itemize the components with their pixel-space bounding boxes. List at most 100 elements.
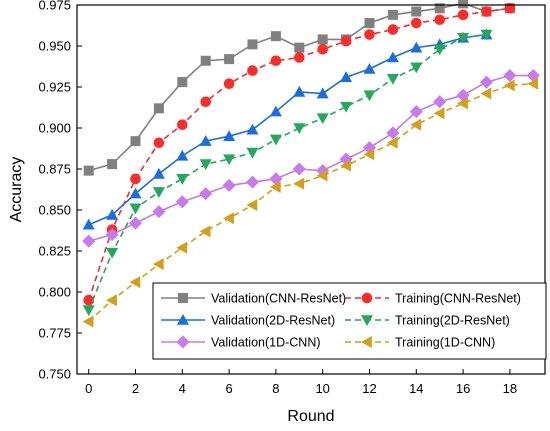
data-point <box>316 87 329 99</box>
data-point <box>107 159 118 170</box>
data-point <box>177 119 188 131</box>
legend-marker <box>361 315 373 326</box>
data-point <box>199 135 212 146</box>
data-point <box>222 178 236 192</box>
data-point <box>152 258 164 271</box>
data-point <box>457 9 469 21</box>
y-axis-title: Accuracy <box>8 157 25 223</box>
legend-marker <box>361 336 372 348</box>
data-point <box>106 208 119 220</box>
data-point <box>152 187 165 198</box>
data-point <box>175 195 189 209</box>
legend-item: Validation(CNN-ResNet) <box>161 292 346 306</box>
data-point <box>224 54 235 65</box>
data-point <box>269 134 282 146</box>
legend-item: Validation(1D-CNN) <box>161 335 321 350</box>
series-4 <box>82 69 540 248</box>
data-point <box>176 149 189 161</box>
y-tick-label: 0.975 <box>38 0 71 13</box>
data-point <box>246 175 259 189</box>
data-point <box>410 62 423 74</box>
data-point <box>247 65 258 76</box>
y-tick-label: 0.800 <box>38 285 71 300</box>
data-point <box>434 3 445 14</box>
data-point <box>177 77 188 88</box>
data-point <box>247 39 258 50</box>
data-point <box>481 6 492 17</box>
data-point <box>199 159 212 171</box>
data-point <box>223 130 236 141</box>
data-point <box>83 294 94 306</box>
data-point <box>411 17 422 29</box>
legend-item: Training(2D-ResNet) <box>345 314 510 328</box>
y-tick-label: 0.900 <box>38 121 71 136</box>
data-point <box>270 55 282 67</box>
data-point <box>363 148 375 161</box>
x-tick-label: 6 <box>225 381 232 396</box>
legend-item: Training(CNN-ResNet) <box>345 292 521 306</box>
data-point <box>294 42 305 53</box>
data-point <box>129 216 142 230</box>
series-3 <box>82 29 493 317</box>
data-point <box>105 228 119 242</box>
data-point <box>270 31 281 42</box>
data-point <box>223 154 236 166</box>
legend-label: Training(1D-CNN) <box>395 336 495 350</box>
data-point <box>153 137 165 149</box>
data-point <box>480 75 493 89</box>
data-point <box>129 187 142 199</box>
data-point <box>83 165 94 176</box>
data-point <box>363 90 376 102</box>
data-point <box>223 212 234 225</box>
data-point <box>386 51 399 63</box>
data-point <box>130 136 141 147</box>
data-point <box>152 167 165 179</box>
data-point <box>527 77 539 90</box>
data-point <box>411 6 422 17</box>
data-point <box>457 97 468 110</box>
data-point <box>387 9 398 20</box>
legend-marker <box>176 335 190 349</box>
data-point <box>386 74 399 85</box>
data-point <box>82 315 94 328</box>
data-point <box>200 96 211 108</box>
data-point <box>340 35 352 47</box>
data-point <box>223 78 235 90</box>
data-point <box>269 181 281 194</box>
data-point <box>199 225 211 238</box>
y-tick-label: 0.775 <box>38 326 71 341</box>
data-point <box>457 33 470 44</box>
legend-item: Training(1D-CNN) <box>345 336 495 350</box>
data-point <box>246 199 258 212</box>
data-point <box>269 105 282 117</box>
series-0 <box>83 0 515 176</box>
data-point <box>433 107 445 120</box>
data-point <box>340 71 353 82</box>
data-point <box>129 276 141 289</box>
axes-layer: 0.750 0.775 0.800 0.825 0.850 0.875 0.900 0.925… <box>38 0 546 396</box>
data-point <box>317 34 328 45</box>
data-point <box>340 101 353 113</box>
legend-label: Validation(CNN-ResNet) <box>211 292 346 306</box>
data-point <box>433 44 446 56</box>
y-tick-label: 0.875 <box>38 162 71 177</box>
data-point <box>386 136 398 149</box>
data-point <box>246 123 259 135</box>
x-tick-label: 8 <box>272 381 279 396</box>
legend: Validation(CNN-ResNet) Training(CNN-ResNe… <box>152 282 547 360</box>
data-point <box>153 103 164 114</box>
plot-frame <box>76 4 546 375</box>
data-point <box>199 187 213 201</box>
data-point <box>410 118 422 131</box>
y-tick-label: 0.825 <box>38 244 71 259</box>
data-point <box>293 123 306 134</box>
data-point <box>129 203 142 215</box>
data-point <box>480 87 492 100</box>
data-point <box>82 234 96 248</box>
y-tick-label: 0.850 <box>38 203 71 218</box>
data-point <box>246 147 259 159</box>
data-point <box>503 69 517 83</box>
data-point <box>130 173 141 185</box>
